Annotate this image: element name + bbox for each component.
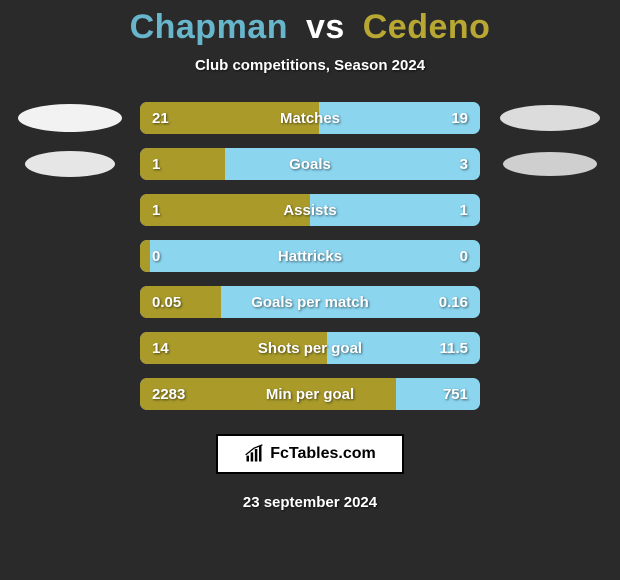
stat-label: Assists (140, 194, 480, 226)
stat-label: Hattricks (140, 240, 480, 272)
stat-row: 0Hattricks0 (0, 240, 620, 272)
stat-value-right: 0.16 (439, 286, 468, 318)
stat-label: Shots per goal (140, 332, 480, 364)
right-slot (480, 105, 620, 131)
title-vs: vs (306, 8, 345, 46)
badge-label: FcTables.com (270, 445, 376, 463)
stat-label: Goals (140, 148, 480, 180)
stat-label: Goals per match (140, 286, 480, 318)
comparison-card: Chapman vs Cedeno Club competitions, Sea… (0, 0, 620, 580)
stat-value-right: 19 (451, 102, 468, 134)
stat-row: 21Matches19 (0, 102, 620, 134)
stat-value-right: 3 (460, 148, 468, 180)
stat-bar: 1Assists1 (140, 194, 480, 226)
stat-value-right: 1 (460, 194, 468, 226)
footer-date: 23 september 2024 (0, 494, 620, 511)
title-player2: Cedeno (363, 8, 491, 46)
team-ellipse-icon (503, 152, 597, 176)
stat-value-right: 751 (443, 378, 468, 410)
stat-bar: 1Goals3 (140, 148, 480, 180)
team-ellipse-icon (500, 105, 600, 131)
team-ellipse-icon (18, 104, 122, 132)
right-slot (480, 152, 620, 176)
stat-label: Min per goal (140, 378, 480, 410)
subtitle: Club competitions, Season 2024 (0, 57, 620, 74)
stat-value-right: 0 (460, 240, 468, 272)
left-slot (0, 104, 140, 132)
team-ellipse-icon (25, 151, 115, 177)
stat-bar: 21Matches19 (140, 102, 480, 134)
stat-bar: 2283Min per goal751 (140, 378, 480, 410)
stat-row: 0.05Goals per match0.16 (0, 286, 620, 318)
stat-value-right: 11.5 (440, 332, 468, 364)
left-slot (0, 151, 140, 177)
stat-row: 14Shots per goal11.5 (0, 332, 620, 364)
stat-bar: 0Hattricks0 (140, 240, 480, 272)
stat-row: 1Goals3 (0, 148, 620, 180)
fctables-badge[interactable]: FcTables.com (216, 434, 404, 474)
stat-row: 2283Min per goal751 (0, 378, 620, 410)
stat-row: 1Assists1 (0, 194, 620, 226)
stat-label: Matches (140, 102, 480, 134)
chart-icon (244, 444, 264, 464)
stat-bar: 14Shots per goal11.5 (140, 332, 480, 364)
title-player1: Chapman (130, 8, 288, 46)
stat-rows: 21Matches191Goals31Assists10Hattricks00.… (0, 102, 620, 410)
page-title: Chapman vs Cedeno (0, 8, 620, 47)
stat-bar: 0.05Goals per match0.16 (140, 286, 480, 318)
